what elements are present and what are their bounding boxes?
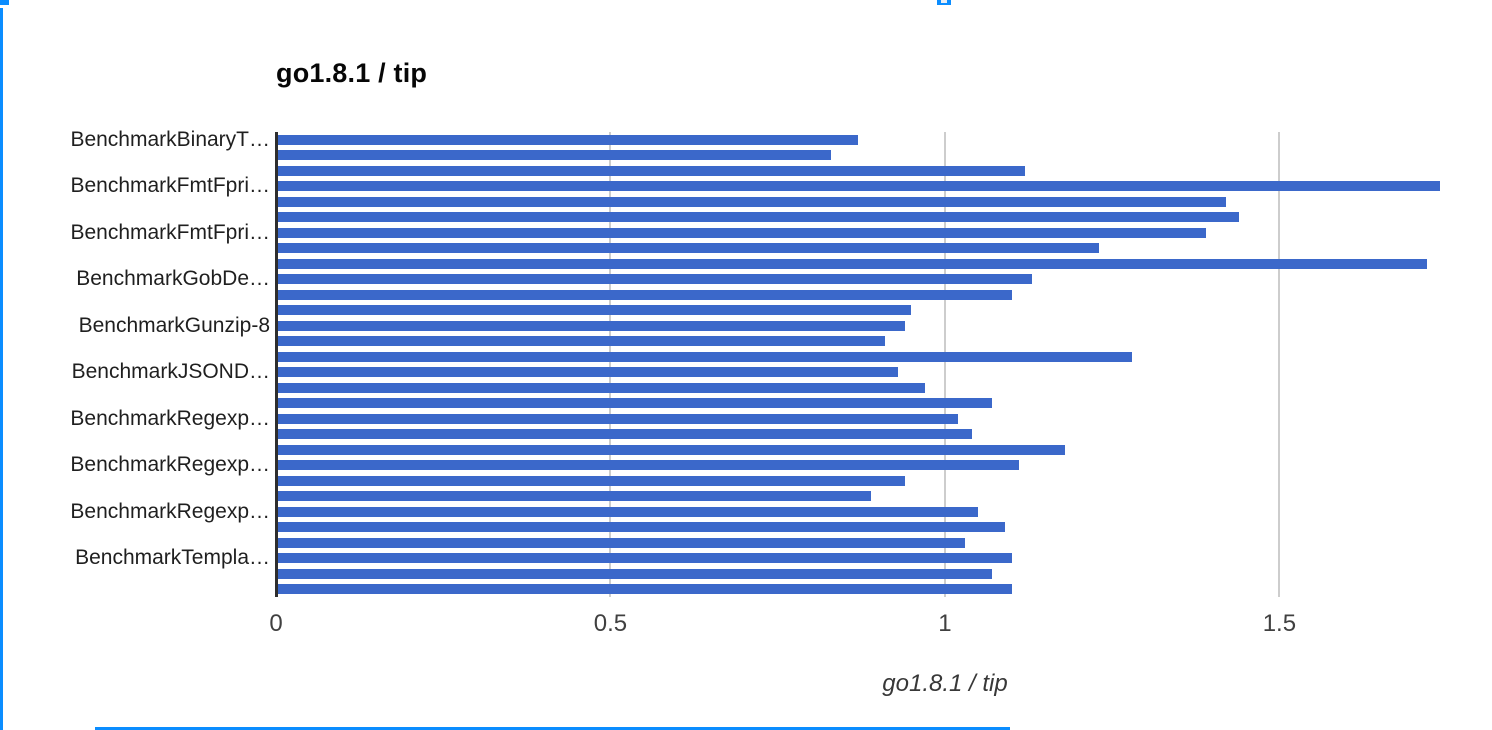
- benchmark-bar[interactable]: [276, 181, 1440, 192]
- x-tick-label: 0: [269, 610, 283, 637]
- benchmark-bar[interactable]: [276, 305, 912, 316]
- category-axis-labels: BenchmarkBinaryT… BenchmarkFmtFpri… Benchm…: [0, 128, 270, 597]
- screenshot-artifact-top-left: [0, 0, 9, 5]
- screenshot-artifact-bottom-edge-line: [95, 727, 1010, 730]
- benchmark-bar[interactable]: [276, 243, 1099, 254]
- benchmark-bar[interactable]: [276, 537, 965, 548]
- benchmark-bar[interactable]: [276, 320, 905, 331]
- benchmark-bar[interactable]: [276, 336, 885, 347]
- screenshot-artifact-left-edge-line: [0, 8, 3, 730]
- x-tick-label: 1.5: [1262, 610, 1297, 637]
- benchmark-bar[interactable]: [276, 351, 1133, 362]
- benchmark-bar[interactable]: [276, 134, 858, 145]
- benchmark-bar[interactable]: [276, 429, 972, 440]
- category-label: BenchmarkJSOND…: [71, 360, 270, 384]
- benchmark-bar[interactable]: [276, 258, 1427, 269]
- benchmark-bar[interactable]: [276, 196, 1226, 207]
- value-axis-title: go1.8.1 / tip: [882, 670, 1008, 697]
- x-tick-label: 1: [938, 610, 952, 637]
- benchmark-bar[interactable]: [276, 150, 832, 161]
- category-label: BenchmarkTempla…: [75, 546, 270, 570]
- benchmark-bar[interactable]: [276, 382, 925, 393]
- gridline: [609, 132, 612, 597]
- x-tick-label: 0.5: [593, 610, 628, 637]
- benchmark-bar[interactable]: [276, 491, 872, 502]
- screenshot-artifact-top-middle-inner: [941, 0, 947, 3]
- benchmark-bar[interactable]: [276, 413, 959, 424]
- gridline: [943, 132, 946, 597]
- benchmark-bar[interactable]: [276, 274, 1032, 285]
- benchmark-bar[interactable]: [276, 475, 905, 486]
- benchmark-bar[interactable]: [276, 165, 1026, 176]
- zero-axis-line: [275, 132, 278, 597]
- category-label: BenchmarkFmtFpri…: [70, 220, 270, 244]
- benchmark-bar[interactable]: [276, 460, 1019, 471]
- benchmark-bar[interactable]: [276, 568, 992, 579]
- category-label: BenchmarkFmtFpri…: [70, 174, 270, 198]
- category-label: BenchmarkRegexp…: [70, 453, 270, 477]
- benchmark-bar[interactable]: [276, 584, 1012, 595]
- category-label: BenchmarkRegexp…: [70, 499, 270, 523]
- benchmark-bar[interactable]: [276, 227, 1206, 238]
- benchmark-bar[interactable]: [276, 212, 1240, 223]
- chart-title: go1.8.1 / tip: [276, 58, 428, 88]
- category-label: BenchmarkBinaryT…: [70, 127, 270, 151]
- value-axis-ticks: 0 0.5 1 1.5: [269, 610, 1460, 640]
- plot-area: [275, 132, 1460, 597]
- benchmark-bar[interactable]: [276, 367, 899, 378]
- benchmark-bar[interactable]: [276, 444, 1066, 455]
- benchmark-bar[interactable]: [276, 398, 992, 409]
- category-label: BenchmarkRegexp…: [70, 406, 270, 430]
- benchmark-bar[interactable]: [276, 553, 1012, 564]
- benchmark-bar[interactable]: [276, 522, 1006, 533]
- category-label: BenchmarkGunzip-8: [78, 313, 270, 337]
- screenshot-artifact-top-middle: [937, 0, 951, 5]
- category-label: BenchmarkGobDe…: [76, 267, 270, 291]
- gridline: [1278, 132, 1281, 597]
- benchmark-bar[interactable]: [276, 506, 979, 517]
- benchmark-bar[interactable]: [276, 289, 1012, 300]
